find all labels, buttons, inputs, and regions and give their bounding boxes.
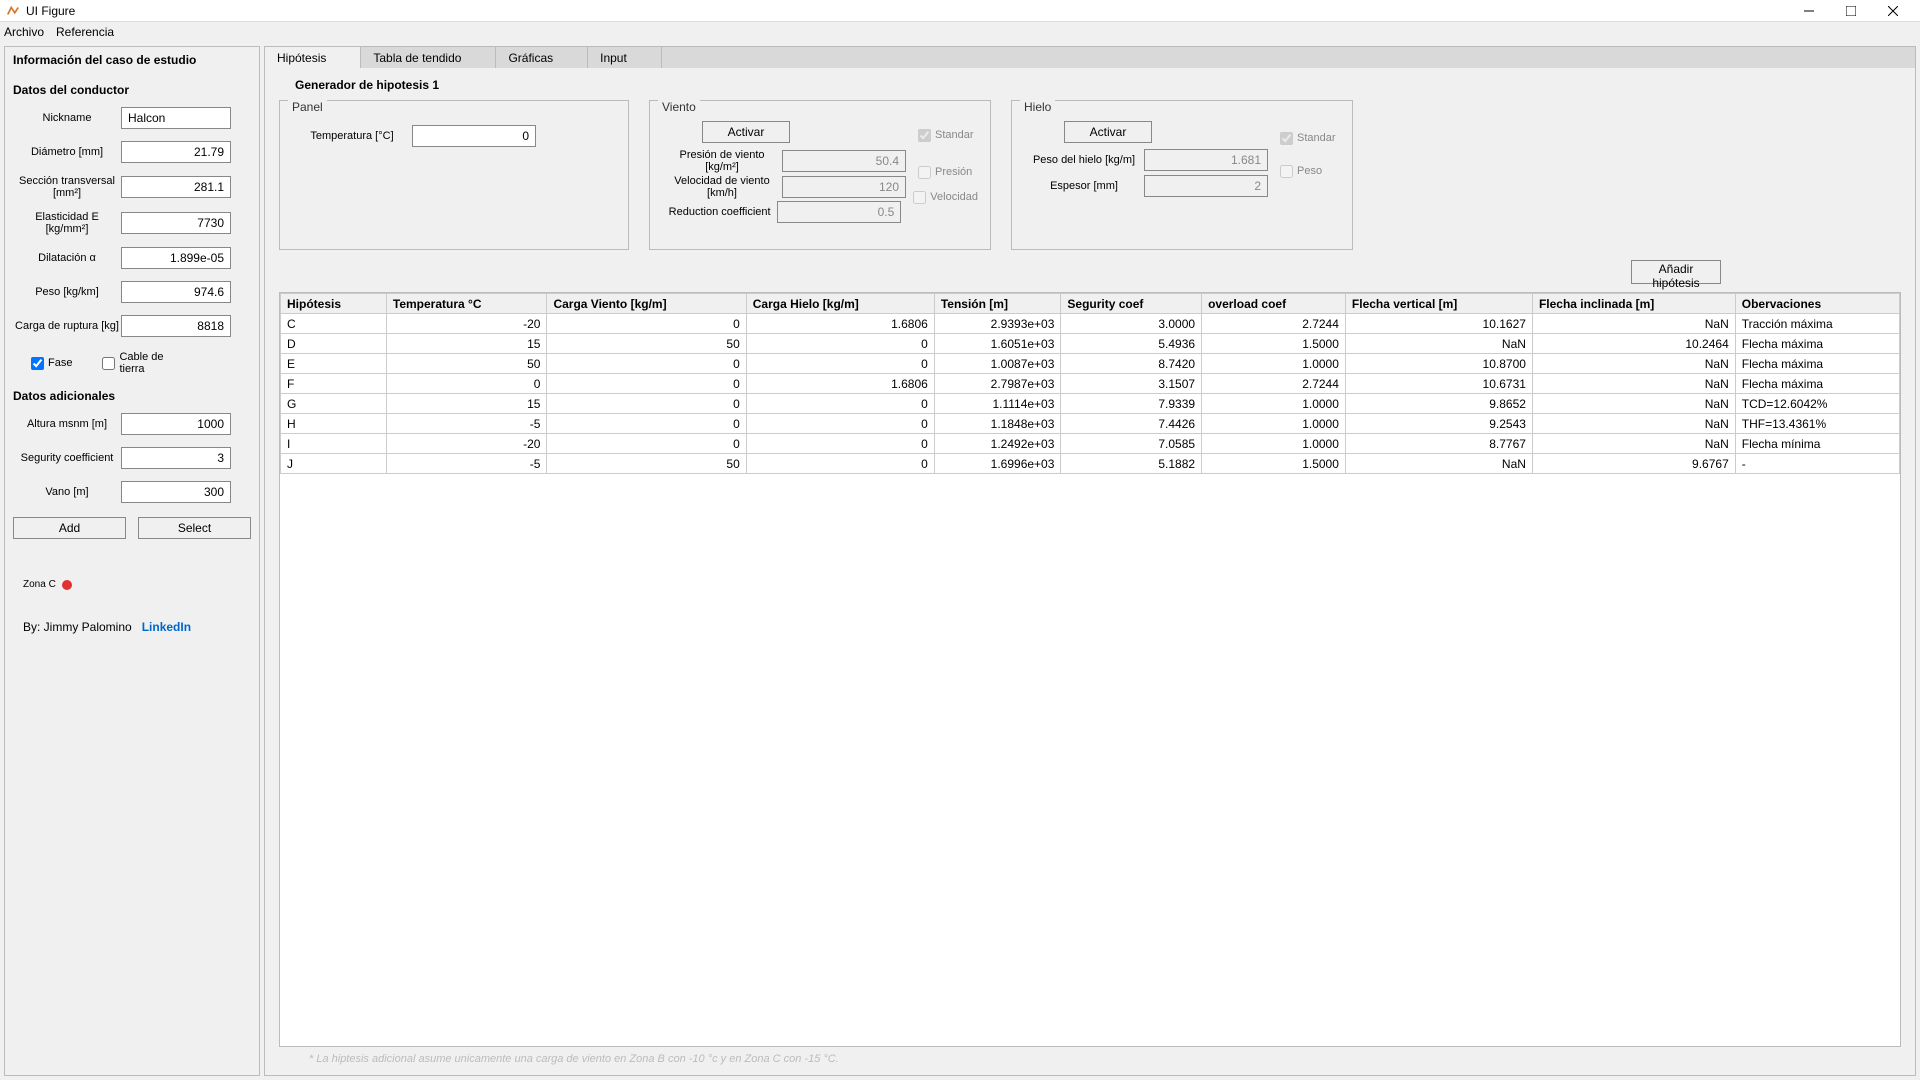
table-header[interactable]: Carga Hielo [kg/m] [746,294,934,314]
menubar: Archivo Referencia [0,22,1920,42]
table-row[interactable]: E50001.0087e+038.74201.000010.8700NaNFle… [281,354,1900,374]
pesohielo-label: Peso del hielo [kg/m] [1024,154,1144,166]
peso-input[interactable] [121,281,231,303]
panel-panel: Panel Temperatura [°C] [279,100,629,250]
tab-hipotesis[interactable]: Hipótesis [265,47,361,69]
carga-input[interactable] [121,315,231,337]
dilatacion-input[interactable] [121,247,231,269]
peso-checkbox[interactable]: Peso [1280,165,1322,178]
elasticidad-label: Elasticidad E [kg/mm²] [13,211,121,235]
close-button[interactable] [1872,0,1914,22]
table-row[interactable]: F001.68062.7987e+033.15072.724410.6731Na… [281,374,1900,394]
tab-bar: Hipótesis Tabla de tendido Gráficas Inpu… [264,46,1916,68]
titlebar: UI Figure [0,0,1920,22]
window-title: UI Figure [26,4,1788,18]
segurity-input[interactable] [121,447,231,469]
table-header[interactable]: Temperatura °C [386,294,547,314]
left-heading: Información del caso de estudio [13,53,251,67]
velocidad-input [782,176,906,198]
presion-label: Presión de viento [kg/m²] [662,149,782,173]
app-logo-icon [6,4,20,18]
right-panel: Hipótesis Tabla de tendido Gráficas Inpu… [264,46,1916,1076]
temperatura-label: Temperatura [°C] [292,130,412,142]
table-row[interactable]: H-5001.1848e+037.44261.00009.2543NaNTHF=… [281,414,1900,434]
minimize-button[interactable] [1788,0,1830,22]
dilatacion-label: Dilatación α [13,252,121,264]
presion-checkbox[interactable]: Presión [918,166,972,179]
table-header[interactable]: Carga Viento [kg/m] [547,294,746,314]
footnote: * La hiptesis adicional asume unicamente… [279,1053,1901,1065]
menu-archivo[interactable]: Archivo [4,25,44,39]
nickname-label: Nickname [13,112,121,124]
espesor-input [1144,175,1268,197]
diametro-label: Diámetro [mm] [13,146,121,158]
zone-lamp-icon [62,580,72,590]
altura-label: Altura msnm [m] [13,418,121,430]
table-header[interactable]: overload coef [1202,294,1346,314]
zone-indicator: Zona C [13,579,251,590]
standar-checkbox[interactable]: Standar [918,129,974,142]
panel-hielo: Hielo Activar Peso del hielo [kg/m] Stan… [1011,100,1353,250]
altura-input[interactable] [121,413,231,435]
peso-label: Peso [kg/km] [13,286,121,298]
table-row[interactable]: I-20001.2492e+037.05851.00008.7767NaNFle… [281,434,1900,454]
segurity-label: Segurity coefficient [13,452,121,464]
table-header[interactable]: Tensión [m] [934,294,1061,314]
table-row[interactable]: G15001.1114e+037.93391.00009.8652NaNTCD=… [281,394,1900,414]
table-row[interactable]: J-55001.6996e+035.18821.5000NaN9.6767- [281,454,1900,474]
table-row[interactable]: D155001.6051e+035.49361.5000NaN10.2464Fl… [281,334,1900,354]
reduction-label: Reduction coefficient [662,206,777,218]
presion-input [782,150,906,172]
credit: By: Jimmy Palomino LinkedIn [13,620,251,634]
linkedin-link[interactable]: LinkedIn [142,620,191,634]
tab-input[interactable]: Input [588,47,662,69]
elasticidad-input[interactable] [121,212,231,234]
panel-viento: Viento Activar Presión de viento [kg/m²]… [649,100,991,250]
espesor-label: Espesor [mm] [1024,180,1144,192]
section-conductor: Datos del conductor [13,83,251,97]
nickname-input[interactable] [121,107,231,129]
viento-activar-button[interactable]: Activar [702,121,790,143]
left-panel: Información del caso de estudio Datos de… [4,46,260,1076]
hypothesis-table[interactable]: HipótesisTemperatura °CCarga Viento [kg/… [279,292,1901,1047]
table-row[interactable]: C-2001.68062.9393e+033.00002.724410.1627… [281,314,1900,334]
add-hipotesis-button[interactable]: Añadir hipótesis [1631,260,1721,284]
tab-graficas[interactable]: Gráficas [496,47,588,69]
reduction-input [777,201,901,223]
generator-title: Generador de hipotesis 1 [295,78,1901,92]
hielo-standar-checkbox[interactable]: Standar [1280,132,1336,145]
menu-referencia[interactable]: Referencia [56,25,114,39]
maximize-button[interactable] [1830,0,1872,22]
diametro-input[interactable] [121,141,231,163]
cable-checkbox[interactable]: Cable de tierra [102,351,179,375]
table-header[interactable]: Flecha vertical [m] [1345,294,1532,314]
velocidad-label: Velocidad de viento [km/h] [662,175,782,199]
table-header[interactable]: Obervaciones [1735,294,1899,314]
vano-label: Vano [m] [13,486,121,498]
table-header[interactable]: Segurity coef [1061,294,1202,314]
fase-checkbox[interactable]: Fase [31,357,72,370]
table-header[interactable]: Hipótesis [281,294,387,314]
hielo-activar-button[interactable]: Activar [1064,121,1152,143]
select-button[interactable]: Select [138,517,251,539]
carga-label: Carga de ruptura [kg] [13,320,121,332]
add-button[interactable]: Add [13,517,126,539]
tab-tabla[interactable]: Tabla de tendido [361,47,496,69]
seccion-label: Sección transversal [mm²] [13,175,121,199]
vano-input[interactable] [121,481,231,503]
temperatura-input[interactable] [412,125,536,147]
seccion-input[interactable] [121,176,231,198]
table-header[interactable]: Flecha inclinada [m] [1532,294,1735,314]
velocidad-checkbox[interactable]: Velocidad [913,191,978,204]
section-adicionales: Datos adicionales [13,389,251,403]
pesohielo-input [1144,149,1268,171]
